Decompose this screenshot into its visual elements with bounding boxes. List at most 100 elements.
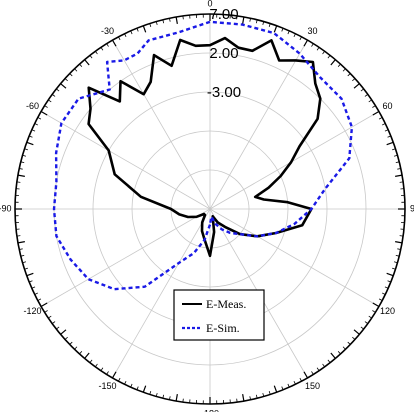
angle-label-neg30: -30	[101, 26, 114, 36]
angle-tick	[22, 261, 27, 264]
angle-label-30: 30	[307, 26, 317, 36]
angle-tick	[347, 73, 351, 77]
legend: E-Meas. E-Sim.	[173, 289, 265, 341]
grid-spoke	[209, 111, 380, 210]
radial-tick-labels: 7.00 2.00 -3.00	[207, 6, 241, 101]
angle-tick	[352, 78, 356, 82]
angle-tick	[142, 25, 147, 33]
angle-tick	[337, 63, 341, 67]
angle-tick	[360, 326, 364, 330]
angle-tick	[118, 377, 121, 382]
angle-tick	[37, 117, 42, 120]
angle-tick	[44, 105, 48, 108]
radial-label: -3.00	[207, 84, 241, 101]
angle-tick	[368, 99, 372, 103]
angle-tick	[111, 39, 117, 47]
angle-label-neg120: -120	[23, 306, 41, 316]
angle-tick	[372, 110, 380, 116]
angle-tick	[327, 55, 331, 59]
angle-tick	[322, 51, 325, 55]
grid-spoke	[112, 208, 211, 379]
series-e-sim	[52, 20, 354, 291]
angle-tick	[311, 371, 314, 375]
angle-tick	[303, 39, 309, 47]
angle-tick	[124, 380, 127, 385]
angle-tick	[26, 272, 34, 277]
angle-tick	[20, 254, 25, 257]
angle-tick	[330, 59, 336, 66]
angle-tick	[22, 154, 27, 157]
angle-tick	[20, 161, 25, 164]
angle-tick	[175, 394, 178, 402]
angle-tick	[60, 329, 67, 335]
angle-tick	[175, 16, 178, 24]
legend-box	[173, 289, 265, 341]
angle-tick	[34, 292, 39, 295]
angle-tick	[372, 302, 380, 308]
angle-label-0: 0	[207, 0, 212, 8]
series-e-meas	[87, 36, 322, 258]
angle-tick	[106, 371, 109, 375]
angle-tick	[281, 386, 284, 390]
angle-tick	[330, 352, 336, 359]
angle-tick	[287, 30, 290, 35]
angle-tick	[337, 351, 341, 355]
angle-tick	[136, 28, 139, 32]
angle-tick	[89, 55, 93, 59]
angle-tick	[255, 394, 258, 399]
angle-tick	[378, 298, 383, 301]
angle-tick	[95, 51, 98, 55]
angle-tick	[52, 94, 56, 97]
angle-tick	[136, 386, 139, 390]
angle-label-120: 120	[380, 306, 395, 316]
angle-tick	[368, 315, 372, 319]
angle-tick	[360, 88, 364, 92]
angle-label-neg60: -60	[26, 101, 39, 111]
angle-tick	[322, 363, 325, 367]
angle-tick	[52, 321, 56, 324]
angle-tick	[40, 110, 48, 116]
angle-tick	[106, 43, 109, 47]
angle-tick	[397, 168, 401, 170]
angle-tick-marks	[15, 14, 405, 404]
grid-spoke	[112, 39, 211, 210]
angle-tick	[387, 280, 391, 283]
angle-tick	[24, 148, 28, 151]
angle-tick	[387, 135, 391, 138]
angle-tick	[273, 385, 278, 393]
angle-tick	[17, 241, 25, 244]
angle-tick	[242, 16, 245, 24]
angle-tick	[118, 36, 121, 41]
angle-tick	[364, 321, 368, 324]
angle-tick	[316, 47, 320, 51]
angle-tick	[395, 161, 400, 164]
angle-tick	[327, 359, 331, 363]
legend-label-e-meas: E-Meas.	[206, 297, 246, 311]
angle-tick	[74, 68, 78, 72]
angle-tick	[79, 351, 83, 355]
angle-tick	[56, 88, 60, 92]
angle-tick	[364, 94, 368, 97]
angle-tick	[287, 383, 290, 388]
angle-tick	[347, 341, 351, 345]
angle-tick	[89, 359, 93, 363]
angle-label-neg150: -150	[98, 381, 116, 391]
angle-tick	[249, 18, 251, 22]
angle-tick	[74, 346, 78, 350]
angle-tick	[162, 19, 165, 24]
angle-tick	[31, 129, 36, 132]
angle-tick	[384, 286, 389, 289]
polar-grid	[14, 13, 406, 405]
grid-spoke	[209, 208, 380, 307]
angle-tick	[342, 346, 346, 350]
angle-tick	[299, 36, 302, 41]
angle-tick	[84, 352, 90, 359]
angle-tick	[268, 391, 271, 395]
grid-spoke	[209, 39, 308, 210]
angle-tick	[299, 377, 302, 382]
legend-label-e-sim: E-Sim.	[206, 321, 240, 335]
angle-tick	[384, 129, 389, 132]
angle-tick	[17, 174, 25, 177]
angle-label-neg90: -90	[0, 203, 12, 213]
